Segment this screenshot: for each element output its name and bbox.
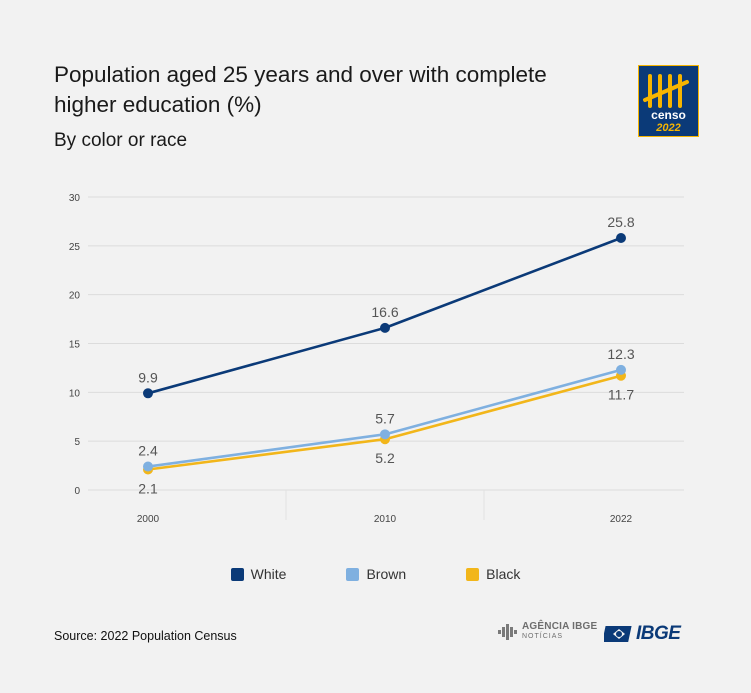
y-tick-label: 30 [69, 193, 81, 204]
legend-label-brown: Brown [366, 566, 407, 582]
legend-label-black: Black [486, 566, 521, 582]
legend-swatch-black [466, 567, 480, 581]
data-label-brown: 2.4 [138, 443, 158, 459]
logo-text-censo: censo [651, 108, 686, 122]
legend-item-brown: Brown [346, 566, 406, 582]
agencia-ibge-logo: AGÊNCIA IBGE NOTÍCIAS [498, 622, 597, 642]
agencia-bottom-text: NOTÍCIAS [522, 633, 564, 640]
legend-swatch-brown [346, 567, 360, 581]
data-label-brown: 12.3 [607, 346, 634, 362]
ibge-wordmark: IBGE [636, 623, 681, 644]
legend-item-black: Black [466, 566, 520, 582]
y-tick-label: 25 [69, 242, 81, 253]
y-tick-label: 20 [69, 291, 81, 302]
data-label-black: 5.2 [375, 450, 395, 466]
y-tick-label: 0 [74, 486, 80, 497]
agencia-mark-icon [498, 624, 517, 640]
data-point-brown [380, 429, 390, 440]
legend-label-white: White [250, 566, 287, 582]
data-label-black: 11.7 [608, 387, 634, 403]
data-label-brown: 5.7 [375, 410, 395, 426]
data-point-brown [143, 461, 153, 472]
data-point-white [380, 322, 390, 333]
legend-item-white: White [230, 566, 287, 582]
x-tick-label: 2000 [137, 514, 160, 525]
y-tick-label: 10 [69, 388, 81, 399]
line-chart: 0 5 10 15 20 25 30 2000 2010 2022 2.1 5.2 11.7 2.4 5.… [69, 193, 684, 525]
chart-legend: White Brown Black [0, 566, 751, 582]
data-point-brown [616, 364, 626, 375]
data-label-black: 2.1 [138, 480, 158, 496]
y-tick-label: 5 [74, 437, 80, 448]
censo-2022-logo: censo 2022 [638, 65, 699, 137]
x-tick-label: 2010 [374, 514, 397, 525]
chart-subtitle: By color or race [54, 130, 188, 151]
x-tick-label: 2022 [610, 514, 633, 525]
ibge-flag-icon [604, 626, 632, 642]
source-note: Source: 2022 Population Census [54, 629, 237, 643]
chart-title: Population aged 25 years and over with c… [54, 62, 547, 117]
agencia-top-text: AGÊNCIA IBGE [522, 621, 598, 632]
data-label-white: 16.6 [371, 304, 398, 320]
y-tick-label: 15 [69, 340, 81, 351]
logo-text-year: 2022 [655, 122, 680, 134]
data-point-white [616, 233, 626, 244]
ibge-logo: IBGE [604, 623, 681, 645]
legend-swatch-white [230, 567, 244, 581]
data-label-white: 9.9 [138, 369, 158, 385]
data-label-white: 25.8 [607, 214, 634, 230]
data-point-white [143, 388, 153, 399]
